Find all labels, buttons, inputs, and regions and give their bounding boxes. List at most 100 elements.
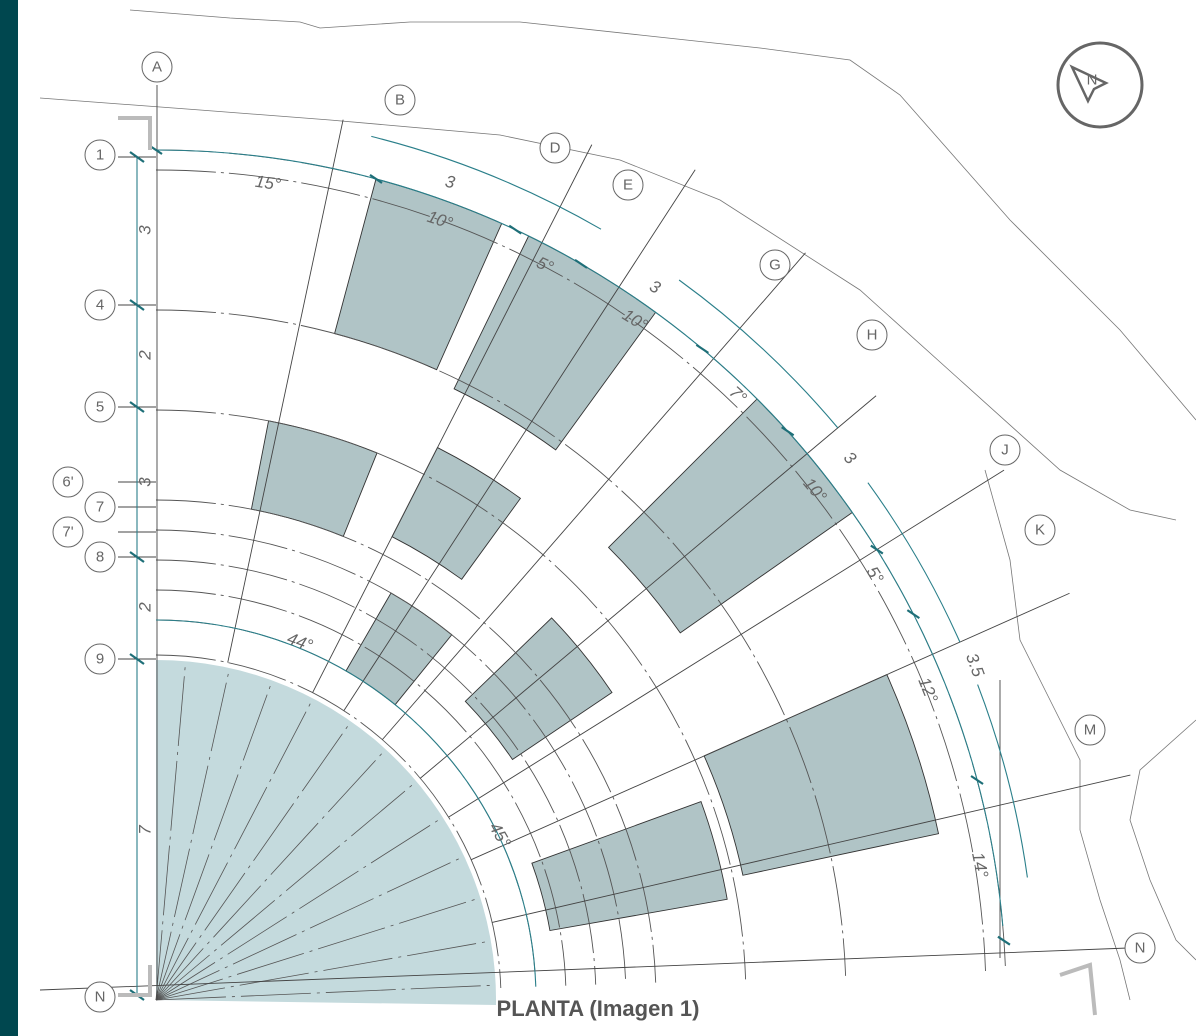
- sidebar-strip: [0, 0, 18, 1036]
- axis-bubble: [84, 139, 116, 171]
- axis-bubble: [384, 84, 416, 116]
- axis-bubble: [141, 51, 173, 83]
- axis-label: H: [867, 327, 878, 344]
- plaza-spoke: [155, 721, 352, 1001]
- construction-arc: [155, 559, 597, 985]
- building-block: [703, 674, 940, 876]
- building-block: [453, 235, 657, 451]
- dimension-arc: [867, 482, 961, 643]
- axis-bubble: [539, 132, 571, 164]
- radial-axis-N: [39, 947, 1129, 991]
- plaza-spoke: [155, 698, 314, 1001]
- plaza-spoke: [155, 897, 481, 1001]
- plaza-spoke: [155, 855, 465, 1001]
- angle-label: 12°: [914, 675, 941, 706]
- building-block: [607, 398, 853, 634]
- construction-arc: [155, 309, 847, 976]
- plaza-spoke: [155, 667, 230, 1001]
- axis-label: 8: [96, 549, 104, 566]
- construction-arc: [155, 169, 986, 972]
- radial-axis-G: [382, 252, 806, 740]
- dimension-arc: [155, 619, 537, 987]
- site-boundary-line: [129, 9, 1196, 421]
- axis-bubble-A: A: [141, 51, 173, 83]
- construction-arc: [155, 589, 567, 986]
- radial-axis-J: [448, 469, 1005, 818]
- axis-bubble: [84, 289, 116, 321]
- compass-arrow: [1069, 64, 1109, 104]
- dimension-tick: [129, 653, 145, 665]
- axis-bubble: [84, 981, 116, 1013]
- axis-label: D: [550, 140, 561, 157]
- arc-length-label: 3: [646, 276, 664, 297]
- construction-arc: [155, 499, 657, 983]
- angle-label: 5°: [534, 253, 557, 277]
- axis-label: 6': [62, 474, 73, 491]
- axis-bubble-E: E: [612, 169, 644, 201]
- dimension-tick: [129, 151, 145, 163]
- axis-bubble-B: B: [384, 84, 416, 116]
- dimension-arc: [678, 279, 839, 429]
- axis-bubble-H: H: [856, 319, 888, 351]
- angle-label: 15°: [254, 172, 282, 194]
- angle-label: 7°: [726, 382, 751, 407]
- axis-bubble-D: D: [539, 132, 571, 164]
- axis-bubble: [759, 249, 791, 281]
- dimension-label: 3: [136, 477, 155, 487]
- construction-arc: [155, 529, 627, 984]
- grid-bubble-7: 7: [84, 491, 116, 523]
- angle-label: 14°: [968, 850, 992, 879]
- radial-axis-H: [419, 395, 877, 779]
- construction-arc: [155, 409, 747, 980]
- axis-label: 5: [96, 399, 104, 416]
- dimension-tick: [695, 343, 709, 354]
- axis-bubble: [52, 516, 84, 548]
- grid-bubble-8: 8: [84, 541, 116, 573]
- dimension-tick: [997, 935, 1011, 946]
- radial-axis-D: [312, 144, 593, 693]
- axis-bubble: [84, 391, 116, 423]
- dimension-tick: [508, 224, 522, 235]
- site-boundary-line: [1129, 719, 1196, 961]
- building-block: [334, 178, 503, 371]
- section-marker: [1059, 962, 1097, 1016]
- axis-bubble: [52, 466, 84, 498]
- dimension-arc: [155, 149, 1004, 926]
- plaza-spoke: [155, 940, 491, 1001]
- axis-label: 7': [62, 524, 73, 541]
- building-block: [464, 617, 613, 761]
- building-block: [250, 420, 378, 537]
- axis-bubble: [84, 491, 116, 523]
- dimension-arc: [977, 684, 1028, 878]
- axis-label: N: [1135, 940, 1146, 957]
- dimension-label: 7: [136, 825, 155, 835]
- drawing-caption: PLANTA (Imagen 1): [496, 996, 700, 1021]
- central-plaza: [156, 660, 497, 1005]
- construction-arc: [155, 654, 502, 989]
- section-marker: [118, 965, 152, 997]
- radial-axis-E: [343, 169, 696, 711]
- dimension-label: 3: [136, 225, 155, 235]
- grid-bubble-7': 7': [52, 516, 84, 548]
- axis-label: A: [152, 59, 162, 76]
- axis-bubble-N-origin: N: [84, 981, 116, 1013]
- axis-bubble-N: N: [1124, 932, 1156, 964]
- building-block: [345, 592, 453, 706]
- building-block: [531, 801, 728, 932]
- axis-label: K: [1035, 522, 1045, 539]
- plaza-spoke: [155, 749, 386, 1001]
- axis-bubble: [1124, 932, 1156, 964]
- axis-label: E: [623, 177, 633, 194]
- grid-bubble-1: 1: [84, 139, 116, 171]
- axis-bubble: [856, 319, 888, 351]
- axis-label: 1: [96, 147, 104, 164]
- axis-label: 7: [96, 499, 104, 516]
- axis-bubble: [84, 643, 116, 675]
- grid-bubble-5: 5: [84, 391, 116, 423]
- section-marker: [118, 116, 152, 150]
- plaza-spoke: [155, 816, 443, 1001]
- radial-axis-K: [470, 592, 1070, 861]
- dimension-tick: [129, 299, 145, 311]
